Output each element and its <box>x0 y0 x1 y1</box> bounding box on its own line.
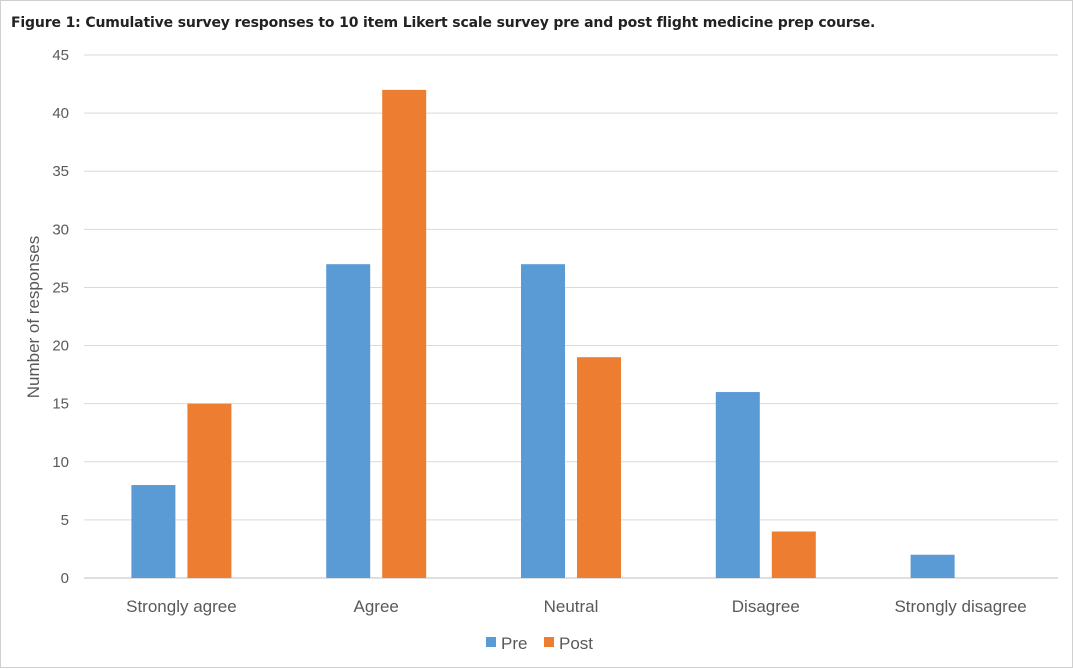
legend: Pre Post <box>486 634 593 653</box>
category-label: Strongly disagree <box>894 597 1026 616</box>
bar-pre-agree <box>326 264 371 578</box>
bar-post-disagree <box>771 531 816 578</box>
category-label: Agree <box>354 597 399 616</box>
y-tick-label: 20 <box>52 338 69 355</box>
bar-post-strongly-agree <box>187 403 232 578</box>
bar-post-agree <box>382 89 427 578</box>
y-tick-label: 5 <box>61 512 69 529</box>
legend-swatch-pre <box>486 637 496 647</box>
y-tick-labels: 0 5 10 15 20 25 30 35 40 45 <box>52 47 69 587</box>
legend-label-pre: Pre <box>501 634 527 653</box>
category-label: Neutral <box>544 597 599 616</box>
bar-pre-neutral <box>521 264 565 578</box>
y-tick-label: 35 <box>52 163 69 180</box>
y-tick-label: 30 <box>52 221 69 238</box>
y-tick-label: 45 <box>52 47 69 64</box>
category-labels: Strongly agree Agree Neutral Disagree Strong… <box>126 597 1027 616</box>
bars <box>131 89 955 578</box>
bar-pre-disagree <box>715 392 760 578</box>
y-tick-label: 25 <box>52 279 69 296</box>
bar-pre-strongly-disagree <box>910 554 955 578</box>
y-tick-label: 40 <box>52 105 69 122</box>
bar-pre-strongly-agree <box>131 485 176 578</box>
gridlines <box>84 54 1058 579</box>
legend-swatch-post <box>544 637 554 647</box>
y-tick-label: 0 <box>61 570 69 587</box>
bar-post-neutral <box>577 357 621 578</box>
y-tick-label: 15 <box>52 396 69 413</box>
chart-title: Figure 1: Cumulative survey responses to… <box>11 15 876 31</box>
y-axis-label: Number of responses <box>24 236 43 399</box>
legend-label-post: Post <box>559 634 593 653</box>
y-tick-label: 10 <box>52 454 69 471</box>
category-label: Disagree <box>732 597 800 616</box>
category-label: Strongly agree <box>126 597 237 616</box>
